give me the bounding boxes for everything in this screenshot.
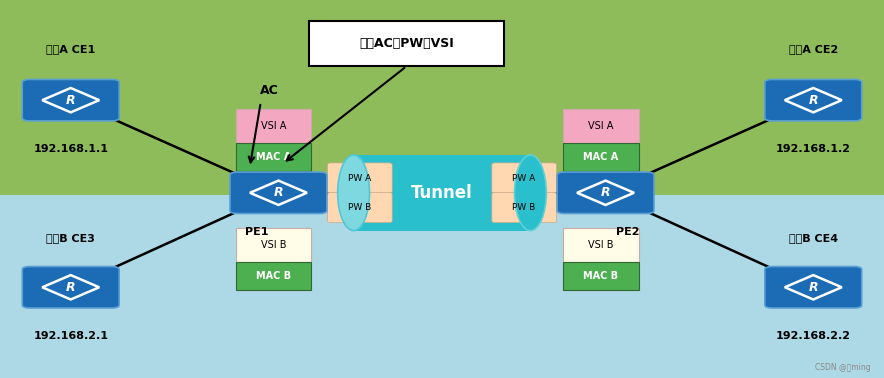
FancyBboxPatch shape [22, 79, 119, 121]
FancyBboxPatch shape [328, 192, 392, 223]
Text: MAC A: MAC A [583, 152, 619, 162]
Text: 192.168.1.2: 192.168.1.2 [776, 144, 850, 154]
Text: R: R [274, 186, 283, 199]
Bar [563, 143, 638, 171]
FancyBboxPatch shape [765, 79, 862, 121]
FancyBboxPatch shape [230, 172, 327, 214]
Text: PW B: PW B [513, 203, 536, 212]
Text: R: R [66, 281, 75, 294]
Text: MAC B: MAC B [583, 271, 619, 281]
Text: PW B: PW B [348, 203, 371, 212]
Text: VSI A: VSI A [588, 121, 613, 131]
Text: R: R [809, 281, 818, 294]
Text: PE2: PE2 [616, 228, 639, 237]
Ellipse shape [514, 155, 546, 231]
Text: 192.168.2.2: 192.168.2.2 [776, 332, 850, 341]
Ellipse shape [338, 155, 370, 231]
FancyBboxPatch shape [492, 163, 556, 193]
Text: R: R [66, 94, 75, 107]
Bar [0, 0, 884, 195]
Text: VSI B: VSI B [588, 240, 613, 249]
Text: CSDN @渔ming: CSDN @渔ming [815, 363, 871, 372]
Text: 192.168.2.1: 192.168.2.1 [34, 332, 108, 341]
Text: 绑定AC和PW到VSI: 绑定AC和PW到VSI [359, 37, 454, 50]
Bar [563, 228, 638, 262]
Bar [236, 143, 311, 171]
Bar [236, 109, 311, 143]
Text: PE1: PE1 [245, 228, 268, 237]
Text: VSI A: VSI A [261, 121, 286, 131]
Text: 企业A CE1: 企业A CE1 [46, 44, 95, 54]
Text: MAC B: MAC B [256, 271, 292, 281]
Bar [0, 195, 884, 378]
Text: AC: AC [260, 84, 279, 97]
Bar [236, 262, 311, 290]
FancyBboxPatch shape [765, 266, 862, 308]
Text: VSI B: VSI B [261, 240, 286, 249]
Text: PW A: PW A [348, 174, 371, 183]
Bar [563, 109, 638, 143]
Text: R: R [809, 94, 818, 107]
FancyBboxPatch shape [328, 163, 392, 193]
Bar [563, 262, 638, 290]
Text: R: R [601, 186, 610, 199]
FancyBboxPatch shape [557, 172, 654, 214]
Bar [354, 155, 530, 231]
Bar [309, 21, 504, 66]
Text: 企业B CE4: 企业B CE4 [789, 233, 838, 243]
Text: MAC A: MAC A [256, 152, 292, 162]
Text: 企业A CE2: 企业A CE2 [789, 44, 838, 54]
Text: PW A: PW A [513, 174, 536, 183]
Text: 192.168.1.1: 192.168.1.1 [34, 144, 108, 154]
Text: 企业B CE3: 企业B CE3 [46, 233, 95, 243]
Text: Tunnel: Tunnel [411, 184, 473, 202]
FancyBboxPatch shape [22, 266, 119, 308]
FancyBboxPatch shape [492, 192, 556, 223]
Bar [236, 228, 311, 262]
